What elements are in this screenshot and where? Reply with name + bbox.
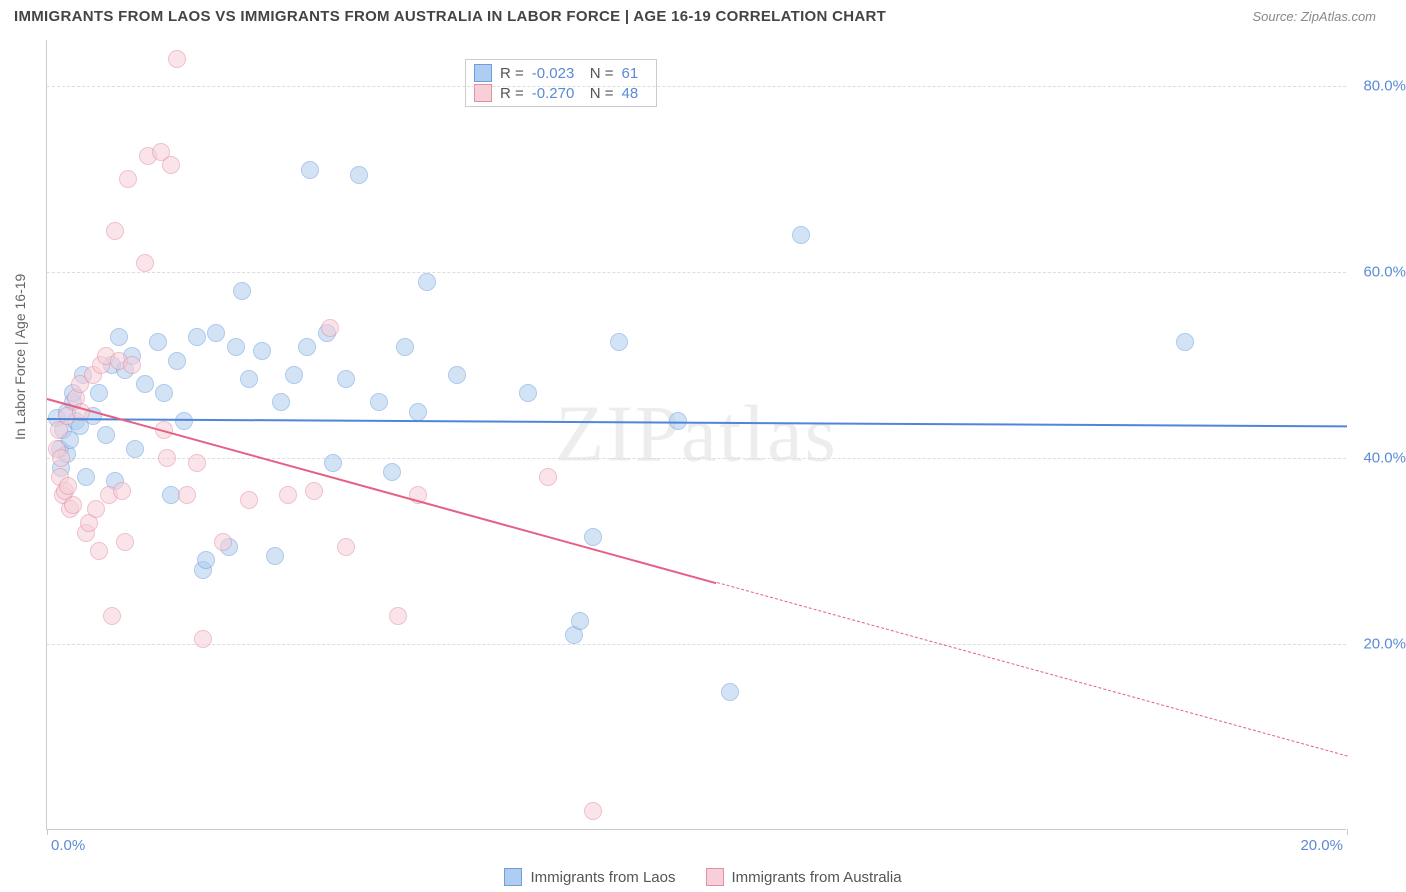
data-point-australia [321,319,339,337]
data-point-australia [178,486,196,504]
legend-label-australia: Immigrants from Australia [732,869,902,886]
chart-header: IMMIGRANTS FROM LAOS VS IMMIGRANTS FROM … [0,0,1406,29]
data-point-laos [77,468,95,486]
data-point-laos [97,426,115,444]
trend-line-australia [47,398,717,584]
legend-label-laos: Immigrants from Laos [530,869,675,886]
data-point-australia [194,630,212,648]
data-point-laos [240,370,258,388]
x-tick-label: 20.0% [1300,837,1343,854]
legend-swatch-laos [504,868,522,886]
data-point-laos [207,324,225,342]
data-point-laos [324,454,342,472]
gridline [47,86,1346,87]
data-point-laos [584,528,602,546]
data-point-laos [350,166,368,184]
scatter-chart: ZIPatlas R =-0.023N =61R =-0.270N =48 20… [46,40,1346,830]
y-tick-label: 60.0% [1351,264,1406,281]
data-point-laos [301,161,319,179]
data-point-australia [162,156,180,174]
y-axis-label: In Labor Force | Age 16-19 [12,274,28,440]
data-point-australia [90,542,108,560]
data-point-laos [792,226,810,244]
data-point-laos [155,384,173,402]
data-point-australia [240,491,258,509]
data-point-laos [168,352,186,370]
data-point-australia [106,222,124,240]
legend-item-laos: Immigrants from Laos [504,868,675,886]
gridline [47,644,1346,645]
legend-swatch-australia [706,868,724,886]
data-point-laos [227,338,245,356]
data-point-laos [370,393,388,411]
watermark-text: ZIPatlas [555,389,838,480]
data-point-australia [168,50,186,68]
stats-r-value-laos: -0.023 [532,65,582,82]
data-point-australia [305,482,323,500]
data-point-laos [571,612,589,630]
data-point-australia [123,356,141,374]
stats-r-label: R = [500,65,524,82]
series-legend: Immigrants from Laos Immigrants from Aust… [0,868,1406,886]
data-point-laos [298,338,316,356]
y-tick-label: 40.0% [1351,450,1406,467]
chart-title: IMMIGRANTS FROM LAOS VS IMMIGRANTS FROM … [14,8,886,25]
data-point-laos [448,366,466,384]
data-point-laos [253,342,271,360]
data-point-laos [136,375,154,393]
data-point-laos [610,333,628,351]
data-point-laos [418,273,436,291]
gridline [47,458,1346,459]
correlation-stats-legend: R =-0.023N =61R =-0.270N =48 [465,59,657,107]
data-point-australia [188,454,206,472]
y-tick-label: 80.0% [1351,78,1406,95]
data-point-laos [266,547,284,565]
data-point-laos [337,370,355,388]
data-point-laos [188,328,206,346]
data-point-laos [126,440,144,458]
data-point-australia [52,449,70,467]
data-point-australia [214,533,232,551]
data-point-australia [103,607,121,625]
legend-item-australia: Immigrants from Australia [706,868,902,886]
data-point-laos [396,338,414,356]
data-point-laos [285,366,303,384]
trend-line-australia-ext [716,582,1347,757]
data-point-australia [116,533,134,551]
data-point-australia [113,482,131,500]
data-point-laos [149,333,167,351]
data-point-australia [59,477,77,495]
data-point-laos [175,412,193,430]
legend-swatch-laos [474,64,492,82]
data-point-australia [539,468,557,486]
data-point-laos [272,393,290,411]
stats-row-laos: R = -0.023 N = 61 [474,63,646,83]
data-point-australia [119,170,137,188]
data-point-laos [197,551,215,569]
x-tick-label: 0.0% [51,837,85,854]
data-point-laos [519,384,537,402]
y-tick-label: 20.0% [1351,636,1406,653]
data-point-laos [1176,333,1194,351]
gridline [47,272,1346,273]
data-point-laos [721,683,739,701]
data-point-australia [136,254,154,272]
chart-source: Source: ZipAtlas.com [1252,9,1376,24]
data-point-laos [383,463,401,481]
data-point-laos [409,403,427,421]
data-point-australia [64,496,82,514]
stats-n-value-laos: 61 [622,65,646,82]
data-point-australia [389,607,407,625]
data-point-australia [87,500,105,518]
data-point-australia [158,449,176,467]
data-point-laos [90,384,108,402]
data-point-australia [337,538,355,556]
data-point-australia [584,802,602,820]
trend-line-laos [47,418,1347,427]
data-point-laos [110,328,128,346]
data-point-laos [233,282,251,300]
stats-n-label: N = [590,65,614,82]
data-point-australia [279,486,297,504]
